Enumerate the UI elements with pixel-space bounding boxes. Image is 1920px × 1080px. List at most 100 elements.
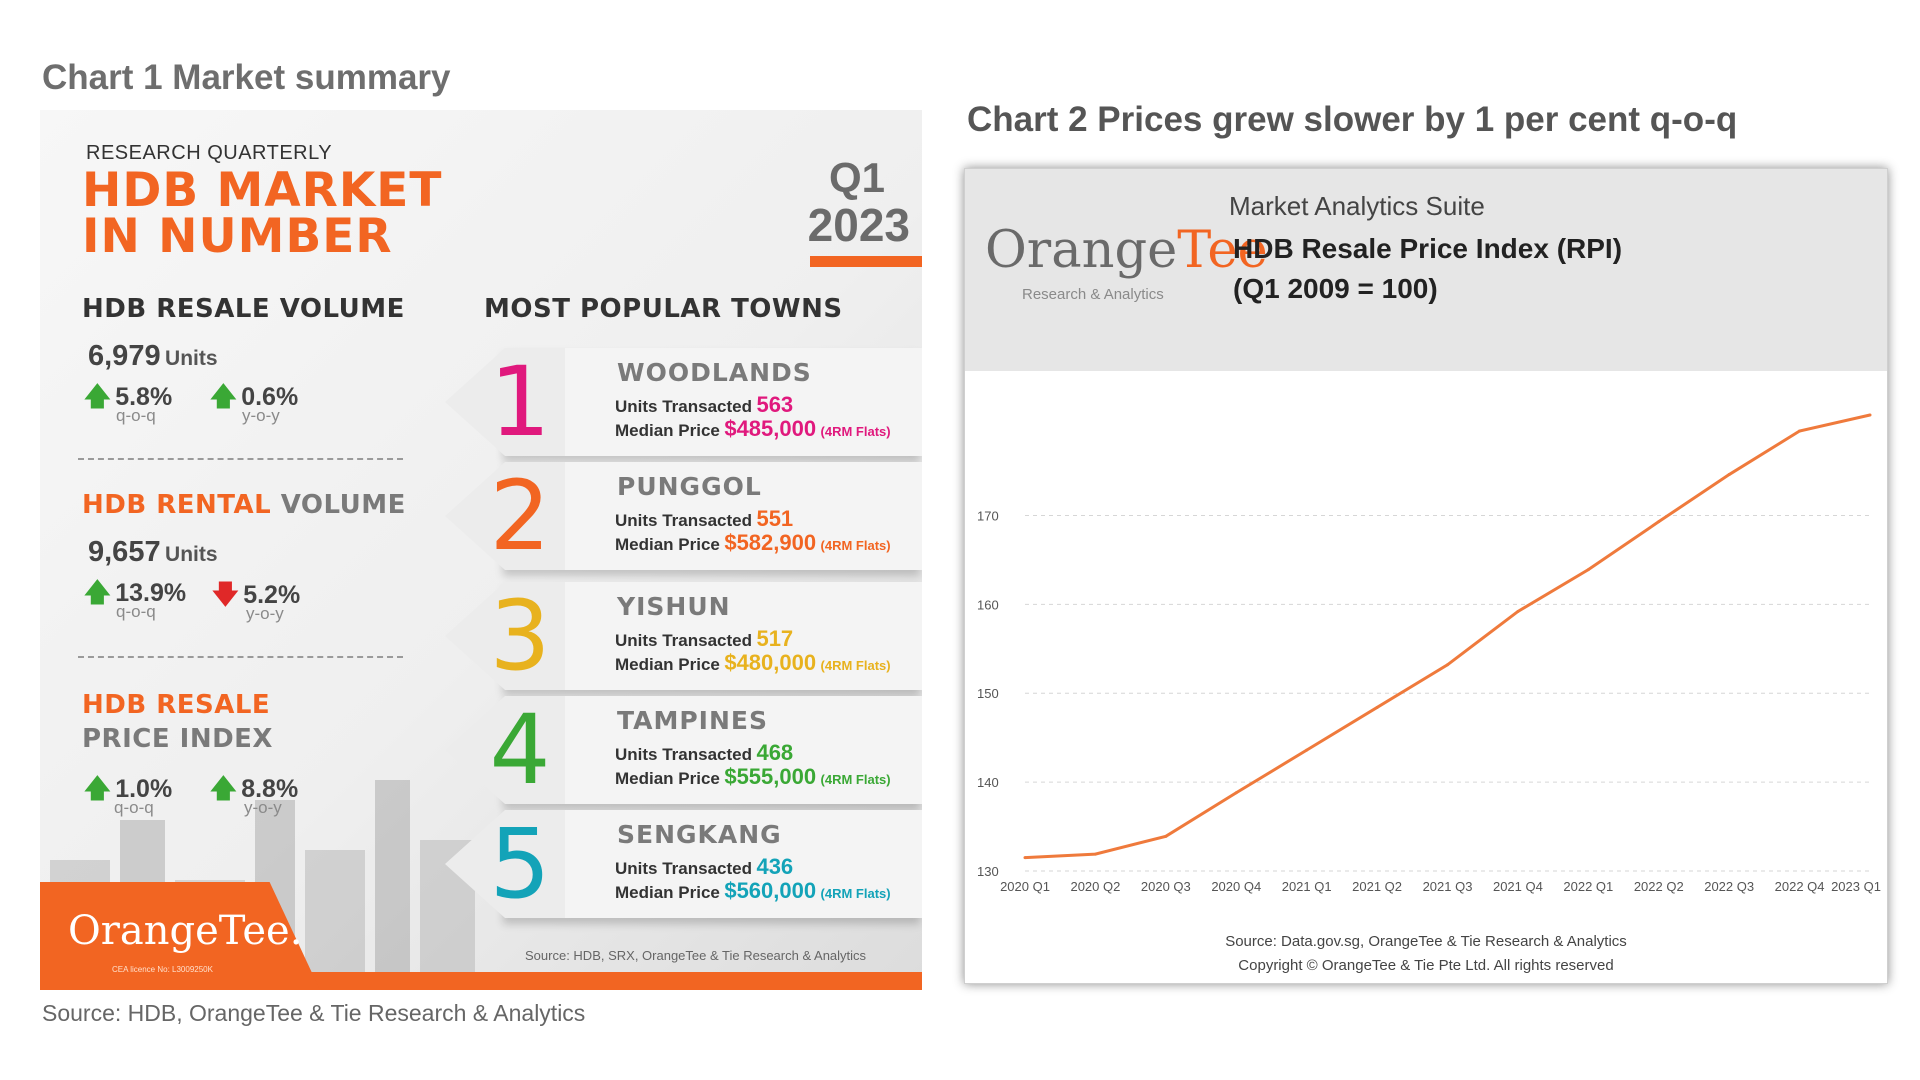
divider	[78, 656, 403, 658]
price-value: $582,900	[724, 530, 817, 555]
resale-volume-heading: HDB RESALE VOLUME	[82, 294, 405, 324]
price-label: Median Price	[615, 883, 720, 902]
rental-qoq-value: 13.9%	[115, 579, 187, 607]
y-tick-label: 160	[977, 597, 999, 612]
town-card: TAMPINES Units Transacted 468 Median Price…	[505, 696, 922, 804]
town-rank: 3	[489, 580, 551, 692]
x-tick-label: 2022 Q2	[1634, 879, 1684, 894]
chart1-title: Chart 1 Market summary	[42, 58, 451, 97]
price-value: $485,000	[724, 416, 817, 441]
rpi-data-point	[1868, 413, 1872, 417]
town-rank: 4	[489, 694, 551, 806]
price-yoy-value: 8.8%	[241, 775, 299, 803]
brand-box	[40, 882, 320, 990]
rpi-chart-panel: OrangeTee Research & Analytics Market An…	[964, 168, 1888, 984]
arrow-down-icon: 🡇	[212, 579, 239, 609]
town-units: Units Transacted 563	[615, 392, 793, 418]
arrow-up-icon: 🡅	[210, 381, 237, 411]
units-label: Units Transacted	[615, 397, 752, 416]
rpi-series-line	[1024, 413, 1871, 860]
x-tick-label: 2020 Q4	[1211, 879, 1261, 894]
market-summary-infographic: RESEARCH QUARTERLY HDB MARKET IN NUMBER …	[40, 110, 922, 990]
units-value: 468	[756, 740, 794, 765]
rpi-data-point	[1164, 834, 1168, 838]
flat-type: (4RM Flats)	[820, 772, 891, 787]
rental-yoy-value: 5.2%	[243, 581, 301, 609]
rental-volume-heading: HDB RENTAL VOLUME	[82, 490, 406, 520]
divider	[78, 458, 403, 460]
price-value: $560,000	[724, 878, 817, 903]
arrow-up-icon: 🡅	[210, 773, 237, 803]
town-name: PUNGGOL	[617, 472, 762, 501]
town-card: PUNGGOL Units Transacted 551 Median Price …	[505, 462, 922, 570]
rpi-data-point	[1727, 473, 1731, 477]
rpi-data-point	[1657, 520, 1661, 524]
licence-text: CEA licence No: L3009250K	[112, 965, 213, 974]
chart2-copyright: Copyright © OrangeTee & Tie Pte Ltd. All…	[1238, 957, 1614, 974]
rental-heading-a: HDB RENTAL	[82, 490, 272, 520]
x-tick-label: 2021 Q2	[1352, 879, 1402, 894]
y-tick-label: 130	[977, 864, 999, 879]
town-rank: 5	[489, 808, 551, 920]
price-label: Median Price	[615, 421, 720, 440]
flat-type: (4RM Flats)	[820, 424, 891, 439]
town-units: Units Transacted 468	[615, 740, 793, 766]
headline-line2: IN NUMBER	[82, 209, 393, 264]
logo-text-b: Tee	[1177, 221, 1268, 280]
chart-subheading: (Q1 2009 = 100)	[1233, 273, 1438, 304]
flat-type: (4RM Flats)	[820, 886, 891, 901]
chevron-arrow-icon	[445, 582, 565, 690]
resale-qoq-value: 5.8%	[115, 383, 173, 411]
y-tick-label: 170	[977, 508, 999, 523]
logo-text-a: Orange	[985, 221, 1178, 280]
rpi-data-point	[1446, 663, 1449, 667]
y-tick-label: 150	[977, 686, 999, 701]
chevron-arrow-icon	[445, 810, 565, 918]
units-value: 517	[756, 626, 794, 651]
rental-volume-value: 9,657 Units	[88, 536, 218, 569]
chevron-arrow-icon	[445, 696, 565, 804]
town-name: WOODLANDS	[617, 358, 812, 387]
rpi-line-chart: 130 140 150 160 170 2020 Q1 2020 Q2 2020 Q3 2020…	[977, 413, 1881, 894]
town-card: WOODLANDS Units Transacted 563 Median Pric…	[505, 348, 922, 456]
chart-heading: HDB Resale Price Index (RPI)	[1233, 233, 1623, 264]
price-label: Median Price	[615, 769, 720, 788]
quarter-label: Q1	[828, 154, 885, 201]
headline: HDB MARKET IN NUMBER	[82, 167, 442, 264]
units-label: Units Transacted	[615, 511, 752, 530]
price-yoy: 🡅 8.8%	[210, 770, 298, 814]
units-label: Units Transacted	[615, 631, 752, 650]
year-label: 2023	[807, 199, 910, 251]
x-tick-label: 2023 Q1	[1831, 879, 1881, 894]
city-skyline-background	[50, 780, 475, 990]
rpi-data-point	[1798, 429, 1802, 433]
rental-qoq-label: q-o-q	[116, 602, 156, 621]
arrow-up-icon: 🡅	[84, 381, 111, 411]
resale-yoy-label: y-o-y	[242, 406, 280, 425]
chart2-title: Chart 2 Prices grew slower by 1 per cent…	[967, 100, 1738, 139]
logo-subtitle: Research & Analytics	[1022, 286, 1164, 303]
town-price: Median Price $560,000 (4RM Flats)	[615, 878, 891, 904]
rpi-data-point	[1234, 791, 1238, 795]
units-value: 563	[756, 392, 794, 417]
rpi-data-point	[1305, 748, 1309, 752]
arrow-up-icon: 🡅	[84, 577, 111, 607]
x-tick-label: 2022 Q3	[1704, 879, 1754, 894]
y-tick-label: 140	[977, 775, 999, 790]
resale-volume-value: 6,979 Units	[88, 340, 218, 373]
chart-header	[965, 169, 1887, 371]
price-index-heading-a: HDB RESALE	[82, 690, 271, 720]
town-units: Units Transacted 551	[615, 506, 793, 532]
x-tick-label: 2020 Q1	[1000, 879, 1050, 894]
town-name: YISHUN	[617, 592, 731, 621]
chevron-arrow-icon	[445, 462, 565, 570]
town-price: Median Price $485,000 (4RM Flats)	[615, 416, 891, 442]
town-name: TAMPINES	[617, 706, 768, 735]
town-name: SENGKANG	[617, 820, 782, 849]
town-card: SENGKANG Units Transacted 436 Median Price…	[505, 810, 922, 918]
resale-qoq-label: q-o-q	[116, 406, 156, 425]
rpi-data-point	[1586, 568, 1590, 572]
price-label: Median Price	[615, 655, 720, 674]
popular-towns-heading: MOST POPULAR TOWNS	[484, 294, 843, 324]
x-tick-label: 2022 Q4	[1775, 879, 1825, 894]
